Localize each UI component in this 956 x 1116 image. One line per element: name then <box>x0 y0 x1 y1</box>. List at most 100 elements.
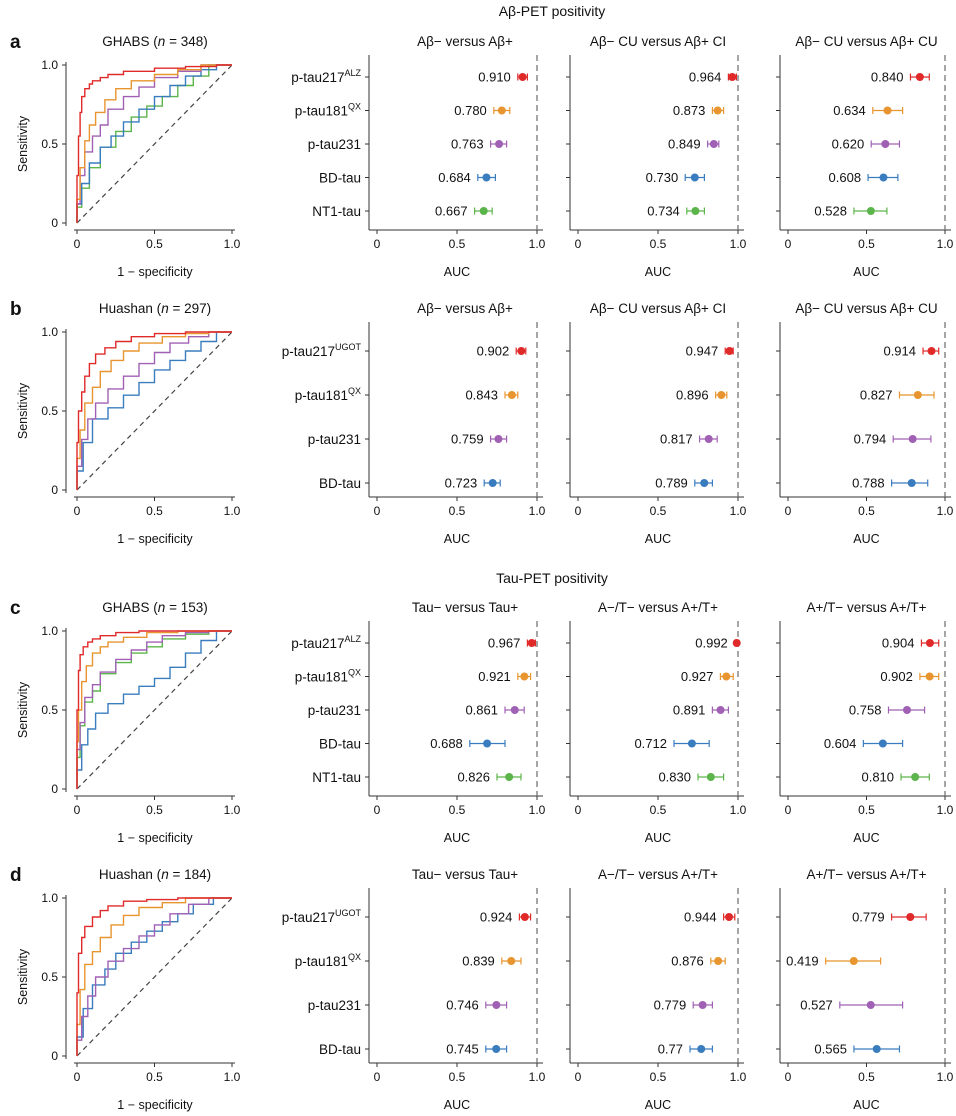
marker-label: p-tau217UGOT <box>282 342 362 359</box>
roc-curve-NT1-tau <box>76 64 232 223</box>
auc-value-label: 0.730 <box>646 170 679 185</box>
roc-diagonal-line <box>76 630 233 790</box>
auc-point <box>527 639 536 647</box>
forest-x-tick-label: 1.0 <box>937 504 954 518</box>
auc-point <box>732 639 741 647</box>
auc-point <box>716 706 725 714</box>
roc-x-axis-label: 1 − specificity <box>117 831 193 845</box>
auc-point <box>706 773 715 781</box>
auc-value-label: 0.794 <box>854 432 887 447</box>
auc-point <box>925 639 934 647</box>
auc-point <box>728 73 737 81</box>
roc-x-axis-label: 1 − specificity <box>117 265 193 279</box>
auc-point <box>872 1045 881 1053</box>
roc-y-axis-label: Sensitivity <box>16 948 30 1005</box>
marker-label: p-tau181QX <box>295 668 361 685</box>
auc-value-label: 0.667 <box>435 204 468 219</box>
auc-value-label: 0.817 <box>660 432 693 447</box>
forest-x-axis-label: AUC <box>645 1098 671 1112</box>
roc-x-tick-label: 0.5 <box>146 237 163 251</box>
forest-title: Tau− versus Tau+ <box>412 867 518 882</box>
roc-curve-p-tau217 <box>76 897 232 1056</box>
forest-title: Tau− versus Tau+ <box>412 600 518 615</box>
auc-value-label: 0.810 <box>861 770 894 785</box>
roc-x-tick-label: 1.0 <box>224 1070 241 1084</box>
auc-value-label: 0.684 <box>438 170 471 185</box>
forest-x-axis-label: AUC <box>444 1098 470 1112</box>
auc-point <box>691 207 700 215</box>
auc-value-label: 0.914 <box>883 344 916 359</box>
auc-point <box>700 479 709 487</box>
auc-value-label: 0.604 <box>824 736 857 751</box>
forest-x-tick-label: 0 <box>575 803 582 817</box>
forest-title: Aβ− CU versus Aβ+ CU <box>795 34 937 49</box>
forest-x-tick-label: 0.5 <box>858 1070 875 1084</box>
forest-x-tick-label: 1.0 <box>529 803 546 817</box>
auc-value-label: 0.947 <box>686 344 719 359</box>
auc-value-label: 0.873 <box>673 103 706 118</box>
auc-point <box>494 435 503 443</box>
forest-x-tick-label: 0 <box>575 1070 582 1084</box>
auc-value-label: 0.788 <box>852 476 885 491</box>
auc-value-label: 0.876 <box>671 954 704 969</box>
auc-value-label: 0.758 <box>849 703 882 718</box>
forest-x-tick-label: 1.0 <box>937 237 954 251</box>
auc-value-label: 0.527 <box>800 998 833 1013</box>
forest-title: A−/T− versus A+/T+ <box>598 867 718 882</box>
roc-title: GHABS (n = 348) <box>102 34 207 49</box>
auc-point <box>849 957 858 965</box>
auc-value-label: 0.944 <box>684 910 717 925</box>
roc-curve-p-tau181 <box>76 897 232 1056</box>
auc-value-label: 0.759 <box>451 432 484 447</box>
auc-value-label: 0.780 <box>454 103 487 118</box>
forest-x-tick-label: 0.5 <box>449 237 466 251</box>
auc-point <box>698 1001 707 1009</box>
forest-x-axis-label: AUC <box>444 265 470 279</box>
auc-point <box>488 479 497 487</box>
forest-title: A−/T− versus A+/T+ <box>598 600 718 615</box>
roc-curve-p-tau231 <box>76 897 232 1056</box>
auc-value-label: 0.843 <box>465 388 498 403</box>
marker-label: p-tau231 <box>308 998 361 1013</box>
auc-value-label: 0.839 <box>462 954 495 969</box>
auc-point <box>520 913 529 921</box>
auc-point <box>879 173 888 182</box>
forest-x-tick-label: 0 <box>785 1070 792 1084</box>
forest-x-tick-label: 1.0 <box>730 237 747 251</box>
marker-label: p-tau231 <box>308 703 361 718</box>
roc-curve-p-tau217 <box>76 64 232 223</box>
auc-point <box>505 773 514 781</box>
forest-x-axis-label: AUC <box>853 831 879 845</box>
forest-title: Aβ− CU versus Aβ+ CI <box>590 34 726 49</box>
forest-x-tick-label: 0.5 <box>858 504 875 518</box>
roc-curve-BD-tau <box>76 897 232 1056</box>
roc-y-tick-label: 1.0 <box>41 325 58 339</box>
roc-y-axis-label: Sensitivity <box>16 681 30 738</box>
auc-point <box>927 347 936 355</box>
auc-point <box>913 391 922 399</box>
roc-x-tick-label: 0 <box>74 504 81 518</box>
roc-y-axis-label: Sensitivity <box>16 115 30 172</box>
auc-point <box>925 672 934 681</box>
auc-value-label: 0.896 <box>676 388 709 403</box>
auc-value-label: 0.620 <box>832 137 865 152</box>
auc-point <box>518 73 527 81</box>
auc-value-label: 0.77 <box>658 1042 683 1057</box>
roc-x-tick-label: 0.5 <box>146 1070 163 1084</box>
forest-x-tick-label: 1.0 <box>529 504 546 518</box>
forest-title: Aβ− versus Aβ+ <box>417 34 513 49</box>
auc-value-label: 0.419 <box>786 954 819 969</box>
auc-value-label: 0.826 <box>457 770 490 785</box>
forest-x-tick-label: 1.0 <box>730 1070 747 1084</box>
forest-x-tick-label: 1.0 <box>730 803 747 817</box>
auc-value-label: 0.964 <box>689 70 722 85</box>
forest-x-tick-label: 1.0 <box>529 1070 546 1084</box>
auc-point <box>717 391 726 399</box>
section-title-tau: Tau-PET positivity <box>496 570 608 586</box>
roc-x-tick-label: 0.5 <box>146 803 163 817</box>
auc-value-label: 0.779 <box>852 910 885 925</box>
forest-x-tick-label: 0 <box>785 803 792 817</box>
forest-x-tick-label: 1.0 <box>937 803 954 817</box>
marker-label: p-tau217UGOT <box>282 908 362 925</box>
auc-point <box>915 73 924 81</box>
